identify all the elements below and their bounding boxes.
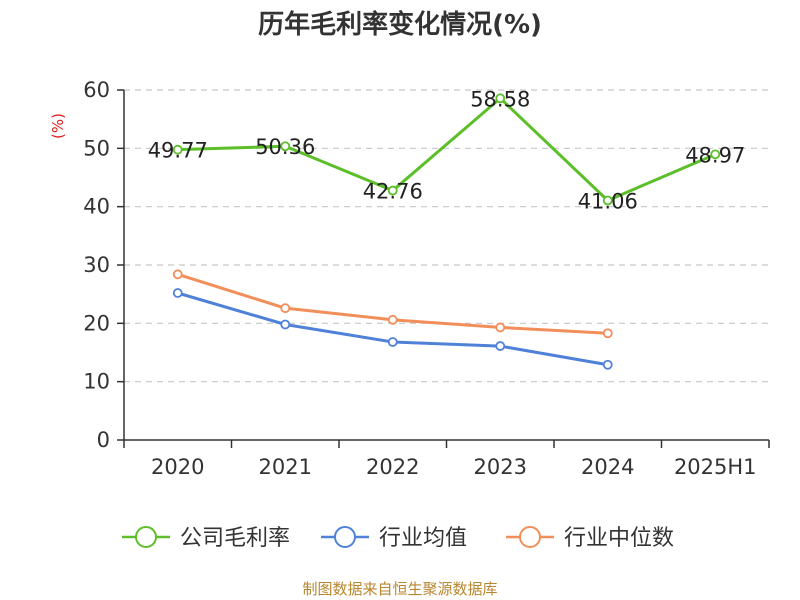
- y-tick-label: 40: [83, 195, 110, 219]
- data-point: [602, 359, 613, 370]
- x-tick-label: 2024: [581, 455, 634, 479]
- data-point: [495, 93, 506, 104]
- data-point: [710, 149, 721, 160]
- gridlines: [124, 89, 769, 383]
- x-tick-label: 2021: [259, 455, 312, 479]
- chart-title: 历年毛利率变化情况(%): [258, 9, 542, 40]
- data-point: [387, 185, 398, 196]
- x-tick-label: 2023: [474, 455, 527, 479]
- data-point: [495, 322, 506, 333]
- data-label: 42.76: [363, 180, 423, 204]
- data-label: 50.36: [255, 135, 315, 159]
- y-tick-label: 30: [83, 253, 110, 277]
- y-tick-label: 0: [97, 428, 110, 452]
- legend-marker-icon: [519, 526, 541, 548]
- data-point: [602, 328, 613, 339]
- legend-marker-icon: [334, 526, 356, 548]
- data-point: [387, 337, 398, 347]
- data-point: [495, 341, 506, 351]
- data-point: [280, 303, 291, 314]
- legend-marker-icon: [135, 526, 157, 548]
- legend-label: 行业均值: [379, 526, 467, 551]
- data-label: 58.58: [470, 87, 530, 111]
- source-note: 制图数据来自恒生聚源数据库: [302, 580, 497, 598]
- data-point: [280, 141, 291, 152]
- axes: 0 10 20 30 40 50 60 2020 2021 2022 2023 2024 2025H1: [83, 78, 770, 479]
- data-point: [172, 269, 183, 280]
- y-axis-unit-label: (%): [49, 113, 67, 139]
- legend-item[interactable]: 行业均值: [321, 526, 467, 551]
- x-tick-label: 2025H1: [674, 455, 757, 479]
- data-point: [280, 319, 291, 330]
- legend-item[interactable]: 行业中位数: [506, 526, 674, 551]
- y-tick-label: 50: [83, 136, 110, 160]
- data-label: 49.77: [148, 139, 208, 163]
- data-label: 41.06: [578, 189, 638, 213]
- y-tick-label: 10: [83, 370, 110, 394]
- x-tick-label: 2022: [366, 455, 419, 479]
- data-label: 48.97: [685, 143, 745, 167]
- y-tick-label: 60: [83, 78, 110, 102]
- data-point: [172, 288, 183, 298]
- legend-label: 行业中位数: [564, 526, 674, 551]
- series-line: [177, 96, 716, 202]
- legend-item[interactable]: 公司毛利率: [122, 526, 290, 551]
- x-tick-label: 2020: [151, 455, 204, 479]
- data-point: [387, 314, 398, 325]
- y-tick-label: 20: [83, 311, 110, 335]
- data-point: [602, 195, 613, 206]
- legend-label: 公司毛利率: [180, 526, 290, 551]
- data-point: [172, 144, 183, 155]
- data-labels: 49.77 50.36 42.76 58.58 41.06 48.97: [148, 87, 746, 213]
- legend[interactable]: 公司毛利率 行业均值 行业中位数: [122, 526, 674, 551]
- series-lines: [172, 93, 721, 370]
